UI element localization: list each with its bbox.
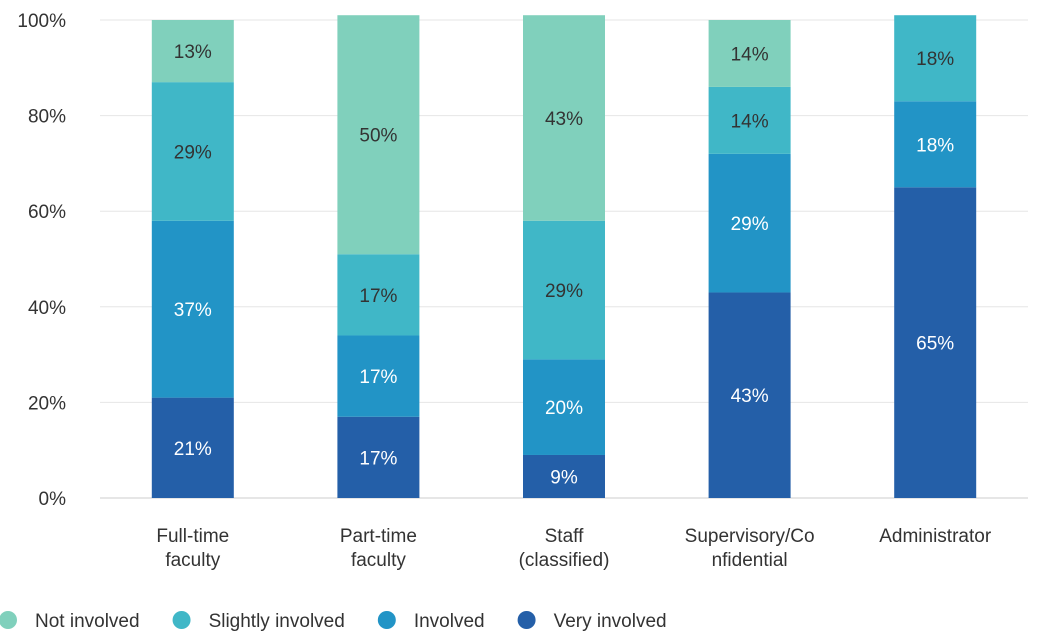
- x-tick-label: Administrator: [879, 526, 992, 547]
- data-label: 29%: [174, 142, 212, 163]
- data-label: 20%: [545, 398, 583, 419]
- x-tick-label: Staff: [545, 526, 584, 547]
- x-tick-label: Supervisory/Co: [685, 526, 815, 547]
- x-tick-label: (classified): [519, 550, 610, 571]
- data-label: 29%: [545, 281, 583, 302]
- data-label: 14%: [731, 111, 769, 132]
- bar-segment: [337, 254, 420, 336]
- bar-segment: [708, 153, 791, 293]
- legend-label: Not involved: [35, 611, 140, 632]
- x-axis: Full-time faculty Part-time faculty Staff (cl…: [156, 526, 991, 571]
- legend-marker: [377, 611, 396, 629]
- bar-segment: [337, 416, 420, 498]
- bar-segment: [151, 20, 234, 83]
- bar-segment: [523, 359, 605, 455]
- y-tick-label: 20%: [28, 393, 66, 414]
- legend-marker: [172, 611, 191, 629]
- data-label: 18%: [916, 49, 954, 70]
- legend-label: Involved: [414, 611, 485, 632]
- data-label: 17%: [359, 448, 397, 469]
- bar-segment: [894, 187, 977, 499]
- legend-marker: [517, 611, 536, 629]
- data-label: 29%: [731, 214, 769, 235]
- legend-item: Very involved: [517, 611, 667, 632]
- x-tick-label: faculty: [351, 550, 406, 571]
- legend-item: Slightly involved: [172, 611, 345, 632]
- data-label: 21%: [174, 439, 212, 460]
- data-label: 9%: [550, 467, 578, 488]
- data-label: 13%: [174, 42, 212, 63]
- legend-marker: [0, 611, 17, 629]
- bar-segment: [151, 220, 234, 398]
- bar-segment: [708, 20, 791, 87]
- y-tick-label: 0%: [39, 489, 67, 510]
- bar-segment: [523, 454, 605, 498]
- bar-segment: [151, 397, 234, 498]
- legend-label: Very involved: [554, 611, 667, 632]
- data-label: 50%: [359, 126, 397, 147]
- legend-label: Slightly involved: [209, 611, 345, 632]
- data-label: 18%: [916, 135, 954, 156]
- bar-segment: [708, 292, 791, 498]
- data-label: 37%: [174, 300, 212, 321]
- y-axis: 0% 20% 40% 60% 80% 100%: [17, 11, 66, 510]
- legend: Not involved Slightly involved Involved Ver…: [0, 611, 667, 632]
- x-tick-label: nfidential: [712, 550, 788, 571]
- data-label: 43%: [545, 109, 583, 130]
- data-label: 17%: [359, 286, 397, 307]
- bar-segment: [151, 82, 234, 221]
- bar-segment: [708, 86, 791, 154]
- legend-item: Not involved: [0, 611, 140, 632]
- bar-segment: [894, 101, 977, 188]
- y-tick-label: 100%: [17, 11, 66, 32]
- x-tick-label: Part-time: [340, 526, 417, 547]
- data-label: 17%: [359, 367, 397, 388]
- y-tick-label: 40%: [28, 298, 66, 319]
- data-label: 43%: [731, 386, 769, 407]
- data-label: 14%: [731, 44, 769, 65]
- x-tick-label: Full-time: [156, 526, 229, 547]
- legend-item: Involved: [377, 611, 485, 632]
- bar-segment: [337, 335, 420, 417]
- y-tick-label: 60%: [28, 202, 66, 223]
- bar-segment: [523, 220, 605, 360]
- bars: 21% 37% 29% 13% 17% 17% 17% 50% 9% 20% 29% 43% 43% 29…: [151, 15, 977, 499]
- y-tick-label: 80%: [28, 107, 66, 128]
- data-label: 65%: [916, 334, 954, 355]
- x-tick-label: faculty: [165, 550, 220, 571]
- bar-segment: [337, 15, 420, 255]
- bar-segment: [894, 15, 977, 102]
- bar-segment: [523, 15, 605, 221]
